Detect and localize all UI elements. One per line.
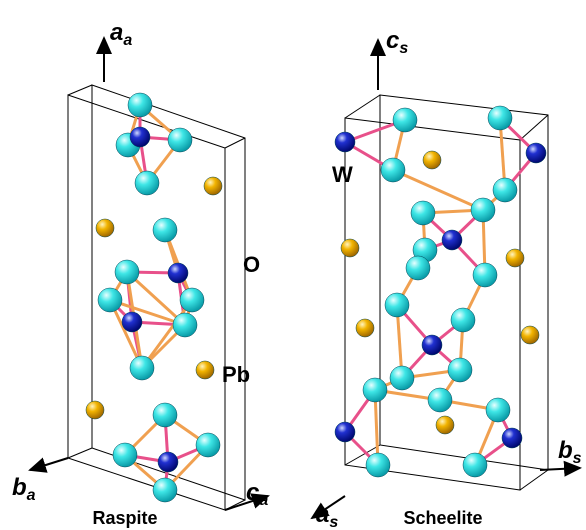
lead-atom xyxy=(341,239,359,257)
tungsten-atom xyxy=(168,263,188,283)
tungsten-atom xyxy=(442,230,462,250)
axis-label: cs xyxy=(386,27,408,57)
oxygen-atom xyxy=(135,171,159,195)
tungsten-atom xyxy=(122,312,142,332)
axis-label: ca xyxy=(246,479,268,509)
oxygen-atom xyxy=(130,356,154,380)
lead-atom xyxy=(196,361,214,379)
bonds xyxy=(110,105,536,490)
oxygen-atom xyxy=(98,288,122,312)
oxygen-atom xyxy=(366,453,390,477)
oxygen-atom xyxy=(473,263,497,287)
oxygen-atom xyxy=(128,93,152,117)
lead-atom xyxy=(521,326,539,344)
oxygen-atom xyxy=(153,218,177,242)
oxygen-atom xyxy=(471,198,495,222)
crystal-structures: aa ba ca cs as bs O Pb W Raspite Scheeli… xyxy=(0,0,586,530)
oxygen-atom xyxy=(428,388,452,412)
o-o-bond xyxy=(393,170,483,210)
tungsten-atom xyxy=(526,143,546,163)
oxygen-atom xyxy=(486,398,510,422)
oxygen-atom xyxy=(381,158,405,182)
axis-label: ba xyxy=(12,474,36,504)
oxygen-atom xyxy=(173,313,197,337)
structure-caption: Raspite xyxy=(92,508,157,528)
tungsten-atom xyxy=(335,132,355,152)
tungsten-atom xyxy=(130,127,150,147)
oxygen-atom xyxy=(363,378,387,402)
oxygen-atom xyxy=(451,308,475,332)
oxygen-atom xyxy=(488,106,512,130)
structure-caption: Scheelite xyxy=(403,508,482,528)
lead-atom xyxy=(96,219,114,237)
oxygen-atom xyxy=(180,288,204,312)
oxygen-atom xyxy=(493,178,517,202)
lead-atom xyxy=(436,416,454,434)
oxygen-atom xyxy=(196,433,220,457)
oxygen-atom xyxy=(153,403,177,427)
lead-atom xyxy=(86,401,104,419)
oxygen-atom xyxy=(463,453,487,477)
tungsten-atom xyxy=(158,452,178,472)
axis-label: bs xyxy=(558,437,582,467)
lead-atom xyxy=(204,177,222,195)
lead-atom xyxy=(356,319,374,337)
oxygen-atom xyxy=(113,443,137,467)
axis-label: aa xyxy=(110,19,132,49)
oxygen-atom xyxy=(390,366,414,390)
oxygen-atom xyxy=(153,478,177,502)
atom-label: W xyxy=(332,162,353,187)
tungsten-atom xyxy=(422,335,442,355)
oxygen-atom xyxy=(406,256,430,280)
oxygen-atom xyxy=(411,201,435,225)
axis-label: as xyxy=(316,501,338,530)
oxygen-atom xyxy=(448,358,472,382)
lead-atom xyxy=(423,151,441,169)
tungsten-atom xyxy=(502,428,522,448)
oxygen-atom xyxy=(168,128,192,152)
atom-label: Pb xyxy=(222,362,250,387)
oxygen-atom xyxy=(385,293,409,317)
tungsten-atom xyxy=(335,422,355,442)
lead-atom xyxy=(506,249,524,267)
oxygen-atom xyxy=(115,260,139,284)
atom-label: O xyxy=(243,252,260,277)
oxygen-atom xyxy=(393,108,417,132)
